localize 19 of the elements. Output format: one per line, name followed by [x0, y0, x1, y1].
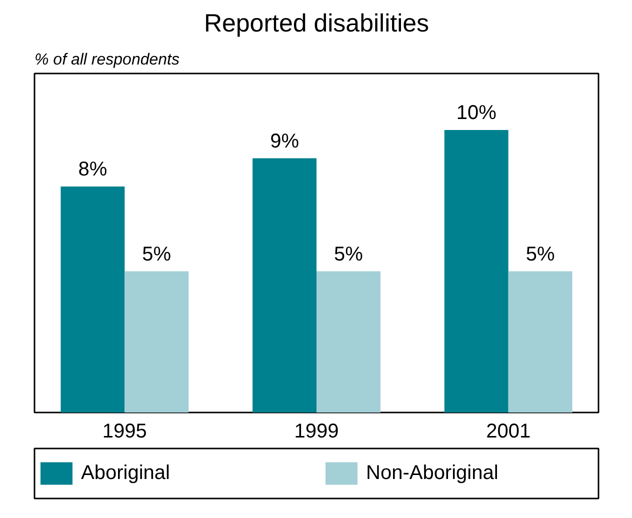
y-axis-title: % of all respondents	[34, 52, 180, 68]
bar	[316, 271, 380, 412]
data-label: 5%	[526, 243, 555, 266]
data-label: 8%	[78, 158, 108, 180]
x-tick-label: 1999	[294, 420, 339, 442]
chart-title: Reported disabilities	[204, 10, 430, 38]
bar	[508, 271, 572, 412]
bar	[60, 186, 125, 412]
legend-label: Aboriginal	[81, 462, 171, 484]
x-tick-label: 1995	[102, 420, 147, 442]
data-label: 5%	[334, 243, 364, 266]
bar	[444, 130, 508, 412]
x-tick-label: 2001	[486, 420, 531, 442]
bar	[124, 271, 189, 412]
data-label: 10%	[456, 102, 497, 124]
legend-label: Non-Aboriginal	[366, 462, 500, 484]
data-label: 5%	[142, 243, 172, 266]
data-label: 9%	[270, 130, 300, 152]
bar	[252, 158, 316, 412]
